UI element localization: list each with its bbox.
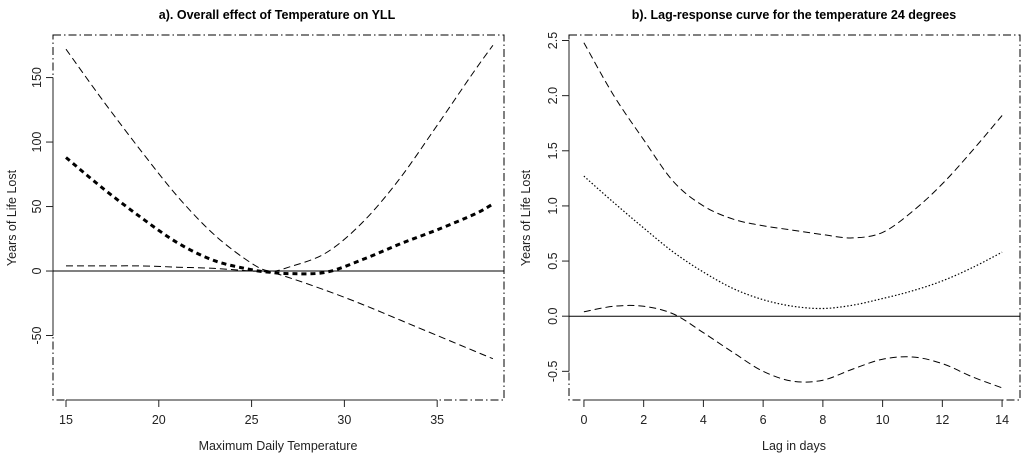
panel-a: a). Overall effect of Temperature on YLL…	[5, 8, 505, 453]
x-tick-label: 10	[876, 413, 890, 427]
y-tick-label: -50	[30, 326, 44, 344]
panel-a-series	[65, 45, 494, 360]
y-tick-label: 150	[30, 67, 44, 88]
x-tick-label: 15	[59, 413, 73, 427]
series-estimate-line	[65, 156, 494, 276]
y-tick-label: 100	[30, 132, 44, 153]
x-tick-label: 12	[935, 413, 949, 427]
panel-a-x-label: Maximum Daily Temperature	[199, 439, 358, 453]
y-tick-label: 1.5	[546, 142, 560, 159]
x-tick-label: 14	[995, 413, 1009, 427]
x-tick-label: 35	[430, 413, 444, 427]
series-estimate-line	[583, 175, 1003, 310]
x-tick-label: 8	[819, 413, 826, 427]
x-tick-label: 30	[337, 413, 351, 427]
y-tick-label: 0.0	[546, 307, 560, 324]
y-tick-label: 50	[30, 200, 44, 214]
panel-b-frame	[568, 34, 1021, 401]
x-tick-label: 6	[760, 413, 767, 427]
x-tick-label: 0	[580, 413, 587, 427]
x-tick-label: 25	[245, 413, 259, 427]
series-lower-line	[66, 265, 494, 360]
panel-b-title: b). Lag-response curve for the temperatu…	[632, 8, 956, 22]
series-upper-line	[583, 42, 1003, 239]
panel-a-y-label: Years of Life Lost	[5, 169, 19, 266]
y-tick-label: 2.5	[546, 32, 560, 49]
panel-b-y-axis: -0.5 0.0 0.5 1.0 1.5 2.0 2.5	[546, 32, 570, 383]
x-tick-label: 4	[700, 413, 707, 427]
panel-a-title: a). Overall effect of Temperature on YLL	[159, 8, 396, 22]
panel-a-frame	[52, 34, 505, 401]
x-tick-label: 2	[640, 413, 647, 427]
series-upper-line	[65, 45, 494, 272]
panel-a-y-axis: -50 0 50 100 150	[30, 67, 54, 345]
y-tick-label: 1.0	[546, 197, 560, 214]
panel-b-x-label: Lag in days	[762, 439, 826, 453]
x-tick-label: 20	[152, 413, 166, 427]
y-tick-label: 0.5	[546, 252, 560, 269]
panel-b-y-label: Years of Life Lost	[519, 169, 533, 266]
y-tick-label: -0.5	[546, 361, 560, 383]
y-tick-label: 0	[30, 268, 44, 275]
panel-a-x-axis: 15 20 25 30 35	[59, 399, 444, 427]
panel-b-x-axis: 0 2 4 6 8 10 12 14	[580, 399, 1009, 427]
series-lower-line	[583, 304, 1003, 389]
y-tick-label: 2.0	[546, 87, 560, 104]
panel-b-series	[583, 42, 1003, 389]
panel-b: b). Lag-response curve for the temperatu…	[519, 8, 1021, 453]
